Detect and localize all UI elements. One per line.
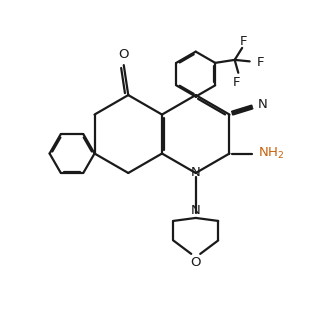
Text: NH$_2$: NH$_2$ [258,146,284,161]
Text: N: N [191,166,201,179]
Text: F: F [232,76,240,89]
Text: F: F [257,56,265,70]
Text: O: O [119,48,129,61]
Text: N: N [191,204,201,217]
Text: O: O [191,257,201,269]
Text: F: F [240,35,248,48]
Text: N: N [258,98,268,111]
